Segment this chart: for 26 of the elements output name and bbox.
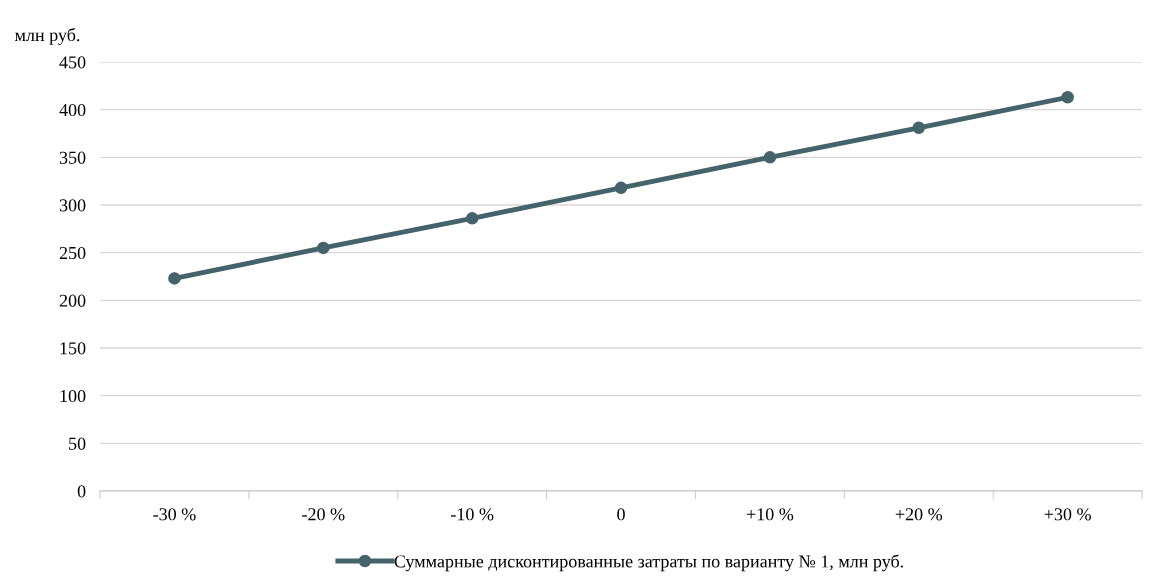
- x-tick-label: +10 %: [746, 508, 794, 521]
- point: [1061, 91, 1074, 104]
- y-tick-label: 200: [59, 294, 86, 307]
- x-tick-label: -30 %: [153, 508, 196, 521]
- point: [168, 272, 181, 285]
- point: [912, 121, 926, 135]
- y-tick-label: 450: [59, 56, 86, 69]
- x-tick-label: -20 %: [302, 508, 345, 521]
- y-tick-label: 400: [59, 103, 86, 117]
- y-tick-label: 0: [77, 485, 86, 498]
- x-tick-label: +30 %: [1044, 508, 1091, 521]
- y-tick-label: 150: [60, 342, 86, 355]
- y-tick-label: 300: [59, 199, 86, 212]
- point: [614, 181, 628, 195]
- x-tick-label: -10 %: [451, 508, 494, 521]
- point: [763, 151, 777, 164]
- y-tick-label: 350: [59, 151, 86, 164]
- y-tick-label: 250: [59, 246, 86, 260]
- y-tick-label: 50: [69, 437, 86, 450]
- y-tick-label: 100: [60, 389, 86, 403]
- x-tick-label: 0: [617, 508, 625, 521]
- y-axis-title: млн руб.: [14, 28, 80, 45]
- legend-label: Суммарные дисконтированные затраты по варианту № 1, млн руб.: [394, 554, 904, 572]
- point: [465, 212, 479, 225]
- x-tick-label: +20 %: [895, 508, 943, 521]
- point: [317, 241, 330, 255]
